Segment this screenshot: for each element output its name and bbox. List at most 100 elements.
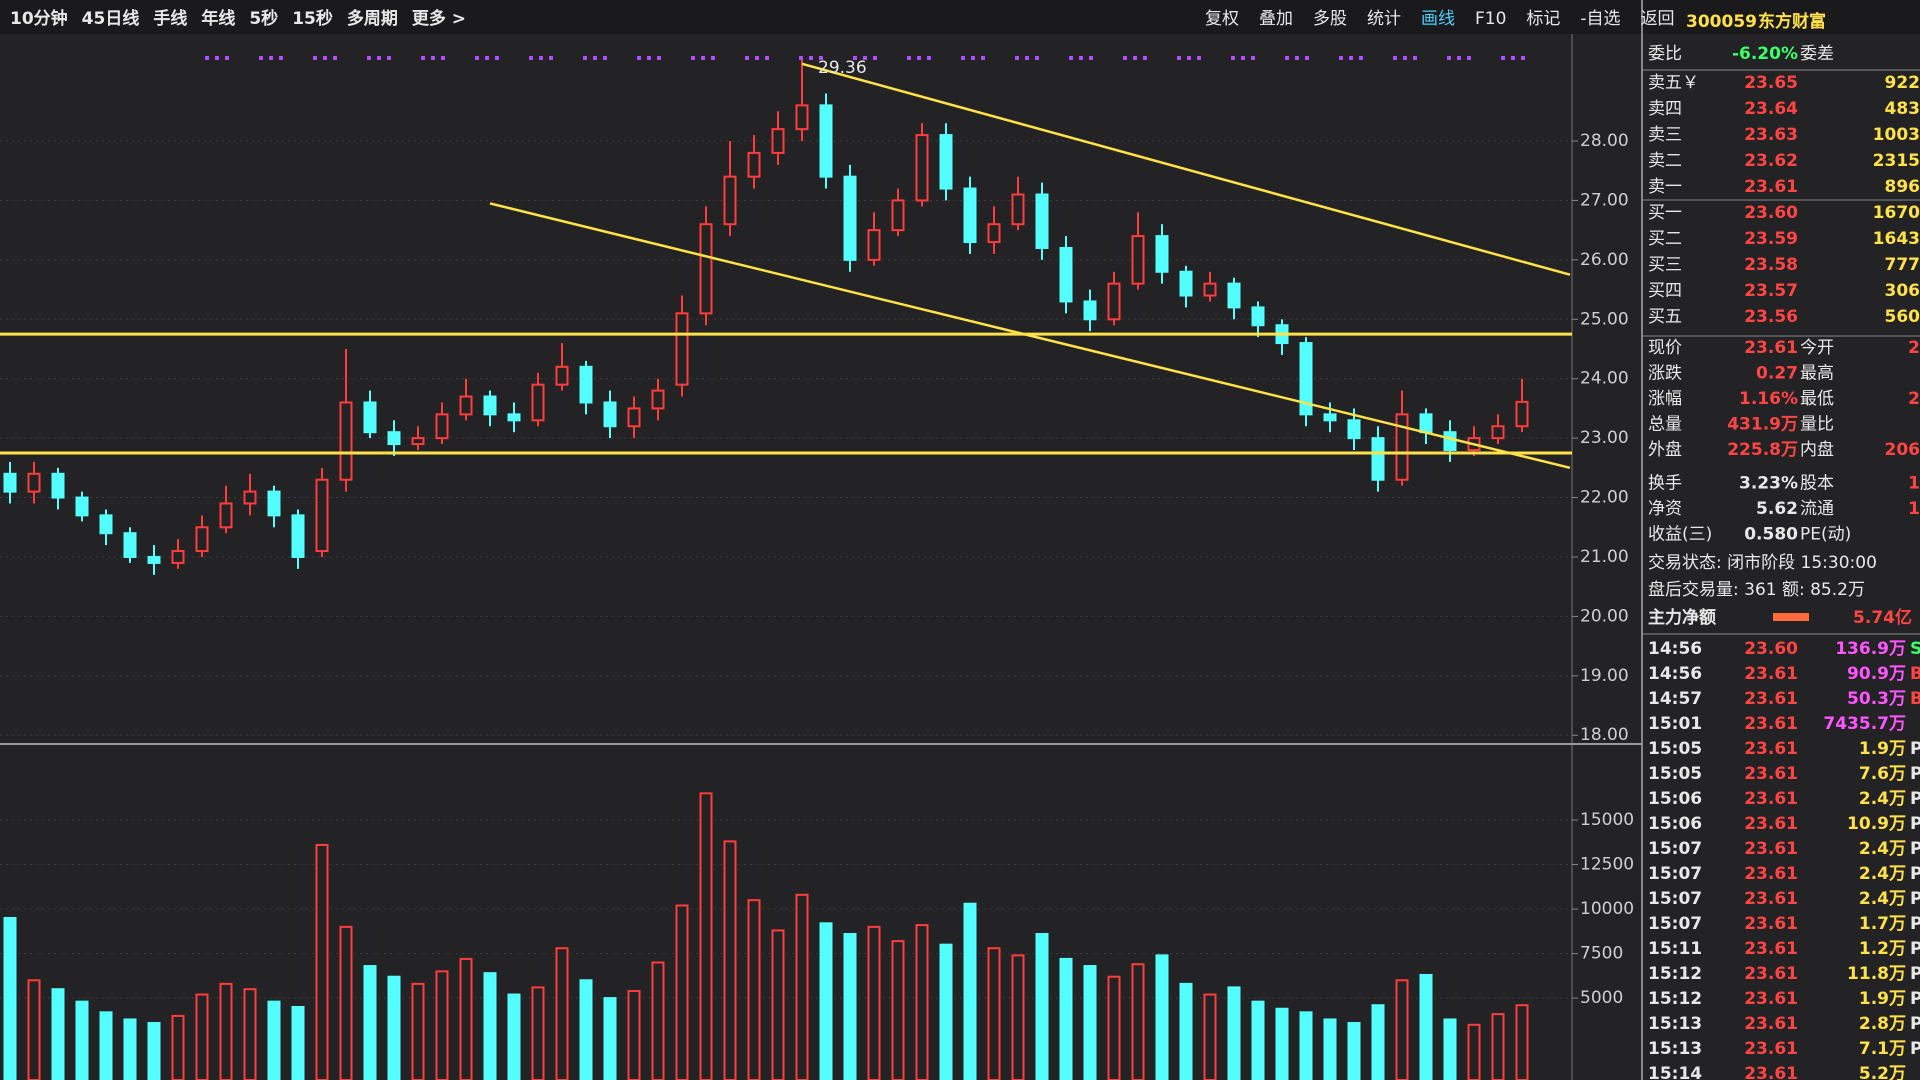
toolbar-button[interactable]: 复权 <box>1205 9 1239 29</box>
volume-bar <box>531 986 545 1080</box>
tick-volume: 2.4万 <box>1859 889 1906 909</box>
volume-tick-label: 15000 <box>1580 810 1634 830</box>
candle-body <box>1131 235 1145 285</box>
tick-time: 15:07 <box>1648 889 1702 909</box>
volume-bar <box>1275 1007 1289 1080</box>
candle-body <box>555 365 569 386</box>
tick-price: 23.61 <box>1744 914 1798 934</box>
volume-bar <box>891 940 905 1080</box>
candle-body <box>387 431 401 446</box>
toolbar-button[interactable]: F10 <box>1475 9 1506 29</box>
tick-time: 15:07 <box>1648 914 1702 934</box>
tick-flag: P <box>1910 814 1920 834</box>
book-label: 买五 <box>1648 307 1682 327</box>
toolbar-button[interactable]: 15秒 <box>292 8 333 29</box>
toolbar-button[interactable]: 统计 <box>1367 9 1401 29</box>
volume-bar <box>339 925 353 1080</box>
tick-flag: P <box>1910 964 1920 984</box>
book-volume: 2315 <box>1873 151 1920 171</box>
stat-value: 2 <box>1908 389 1920 409</box>
tick-volume: 7.6万 <box>1859 764 1906 784</box>
ratio-value: -6.20% <box>1732 44 1798 64</box>
stat-label: 收益(三) <box>1648 525 1712 545</box>
candle-body <box>483 395 497 416</box>
toolbar-button[interactable]: 5秒 <box>249 8 278 29</box>
tick-flag: P <box>1910 1039 1920 1059</box>
toolbar-button[interactable]: 更多 > <box>412 8 466 29</box>
volume-bar <box>387 975 401 1080</box>
volume-bar <box>915 924 929 1080</box>
toolbar-button[interactable]: 返回 <box>1641 9 1675 29</box>
volume-bar <box>123 1018 137 1080</box>
tick-flag: P <box>1910 914 1920 934</box>
candle-body <box>219 502 233 529</box>
stat-value: 1 <box>1908 474 1920 494</box>
stat-label: 最高 <box>1800 364 1834 384</box>
toolbar-button[interactable]: 45日线 <box>82 8 140 29</box>
stat-value: 1 <box>1908 499 1920 519</box>
volume-bar <box>459 957 473 1080</box>
toolbar-button[interactable]: 手线 <box>153 8 187 29</box>
candle-body <box>1251 306 1265 327</box>
volume-bar <box>147 1022 161 1080</box>
tick-time: 15:06 <box>1648 814 1702 834</box>
stock-code: 300059 <box>1686 12 1757 32</box>
volume-bar <box>507 993 521 1080</box>
toolbar-button[interactable]: 画线 <box>1421 9 1455 29</box>
stat-label: 换手 <box>1648 474 1682 494</box>
candle-body <box>171 550 185 564</box>
tick-flag: B <box>1910 689 1920 709</box>
volume-tick-label: 7500 <box>1580 944 1623 964</box>
tick-price: 23.61 <box>1744 764 1798 784</box>
book-price: 23.64 <box>1744 99 1798 119</box>
toolbar-button[interactable]: 多周期 <box>347 8 398 29</box>
book-price: 23.59 <box>1744 229 1798 249</box>
diff-label: 委差 <box>1800 44 1834 64</box>
y-tick-label: 19.00 <box>1580 666 1629 686</box>
stat-value: 0.580 <box>1744 525 1798 545</box>
toolbar-button[interactable]: 叠加 <box>1259 9 1293 29</box>
candle-body <box>675 312 689 386</box>
book-volume: 1643 <box>1873 229 1920 249</box>
candle-body <box>1323 413 1337 422</box>
volume-bar <box>939 943 953 1080</box>
candle-body <box>1227 282 1241 309</box>
candle-body <box>939 134 953 190</box>
tick-time: 15:05 <box>1648 739 1702 759</box>
volume-bar <box>1107 975 1121 1080</box>
book-price: 23.65 <box>1744 73 1798 93</box>
volume-bar <box>1059 957 1073 1080</box>
volume-bar <box>219 982 233 1080</box>
toolbar-button[interactable]: 多股 <box>1313 9 1347 29</box>
candle-body <box>987 223 1001 244</box>
toolbar-button[interactable]: 年线 <box>201 8 235 29</box>
tick-time: 14:57 <box>1648 689 1702 709</box>
volume-bar <box>747 899 761 1080</box>
candle-body <box>147 555 161 564</box>
candle-body <box>771 128 785 154</box>
volume-bar <box>363 965 377 1080</box>
tick-flag: P <box>1910 789 1920 809</box>
candle-body <box>1419 413 1433 434</box>
volume-bar <box>1179 982 1193 1080</box>
trade-status: 交易状态: 闭市阶段 15:30:00 <box>1648 553 1877 573</box>
candle-body <box>1059 246 1073 303</box>
book-volume: 483 <box>1885 99 1920 119</box>
volume-bar <box>723 840 737 1080</box>
volume-tick-label: 12500 <box>1580 855 1634 875</box>
toolbar-button[interactable]: 10分钟 <box>10 8 68 29</box>
stat-label: PE(动) <box>1800 525 1851 545</box>
y-tick-label: 20.00 <box>1580 606 1629 626</box>
toolbar-button[interactable]: 标记 <box>1526 9 1560 29</box>
stat-value: 431.9万 <box>1727 415 1798 435</box>
candle-body <box>1299 342 1313 416</box>
tick-volume: 1.2万 <box>1859 939 1906 959</box>
candle-body <box>363 401 377 434</box>
volume-bar <box>627 989 641 1080</box>
toolbar-button[interactable]: -自选 <box>1580 9 1620 29</box>
candle-body <box>507 413 521 422</box>
book-volume: 1003 <box>1873 125 1920 145</box>
y-tick-label: 26.00 <box>1580 250 1629 270</box>
